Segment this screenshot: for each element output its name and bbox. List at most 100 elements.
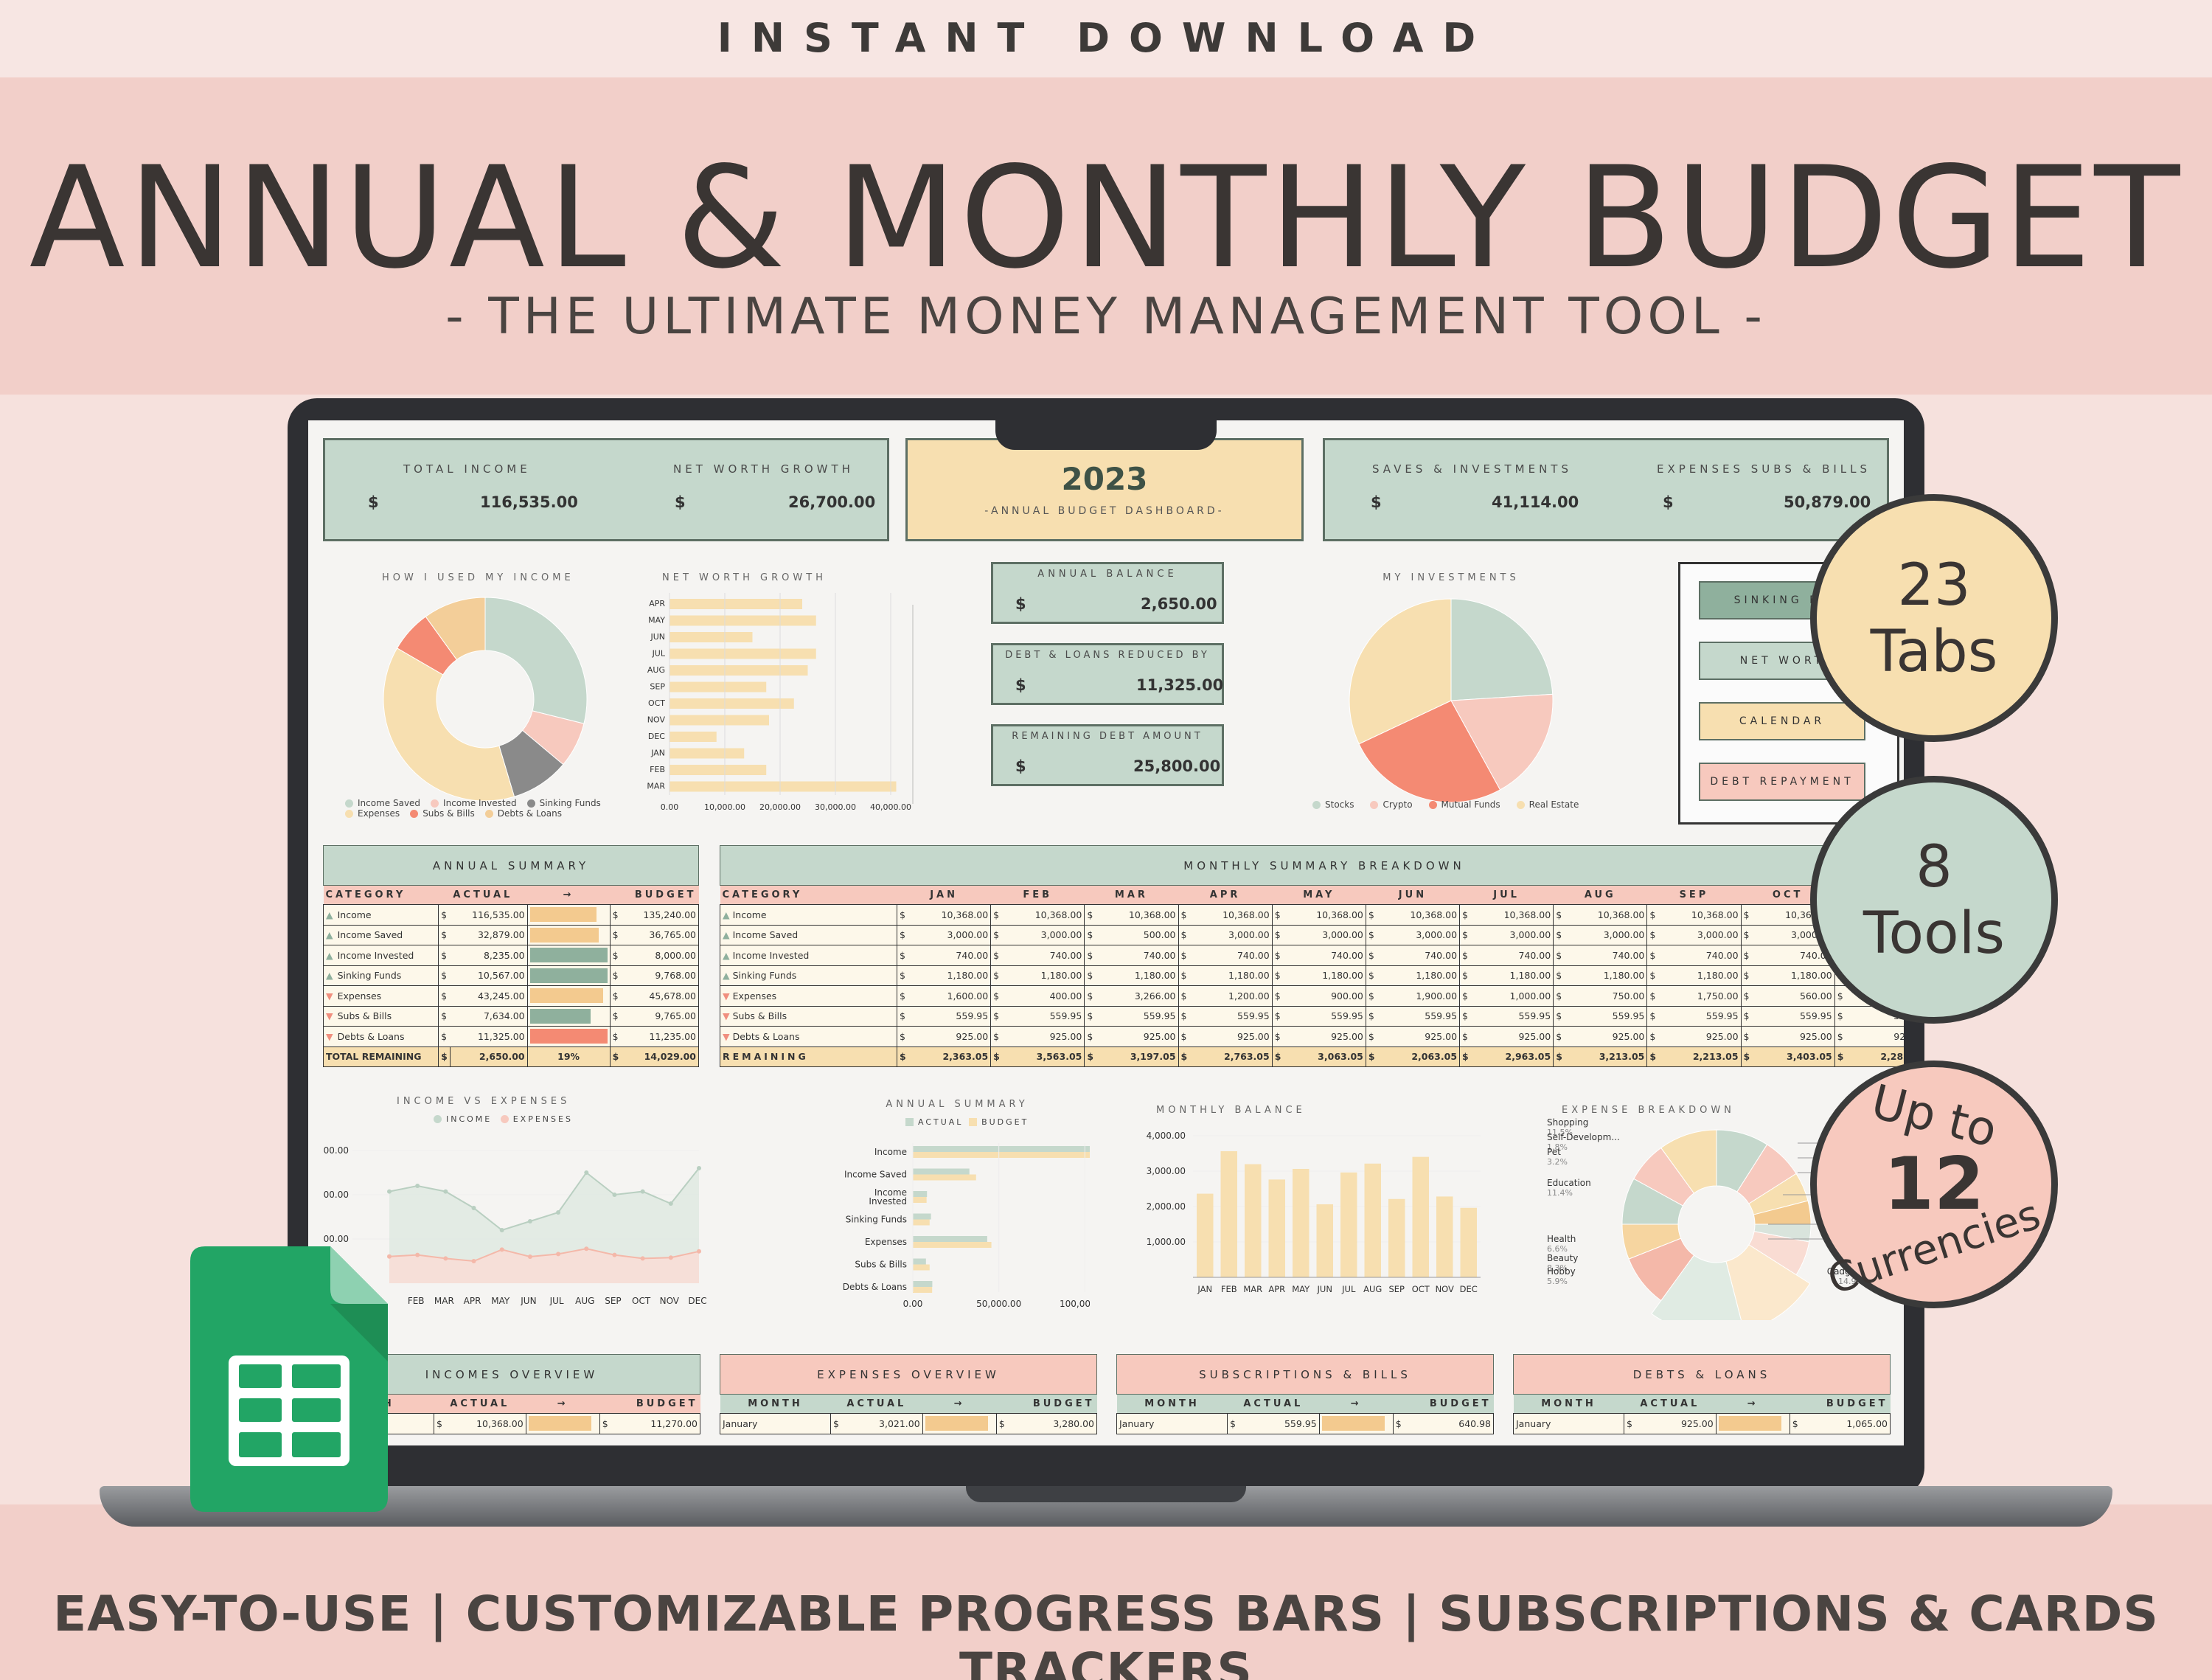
kpi-card-right: SAVES & INVESTMENTS $ 41,114.00 EXPENSES… — [1323, 438, 1889, 541]
month-value: 3,000.00 — [1001, 924, 1085, 945]
category-cell: Income Saved — [335, 924, 439, 945]
legend-label: Real Estate — [1528, 799, 1579, 810]
progress-bar-cell — [525, 1413, 600, 1434]
investment-slice-stocks — [1450, 598, 1554, 701]
category-cell: Expenses — [335, 985, 439, 1007]
debt-reduced-value: 11,325.00 — [1136, 676, 1224, 694]
trend-arrow: ▲ — [322, 904, 335, 926]
currency-cell: $ — [1178, 965, 1190, 986]
inc-vs-exp-title: INCOME VS EXPENSES — [397, 1096, 571, 1107]
currency-cell: $ — [990, 904, 1002, 926]
category-cell: ▲ Income Invested — [720, 945, 897, 966]
income-donut-chart — [383, 597, 588, 802]
month-value: 559.95 — [908, 1005, 992, 1027]
month-value: 1,180.00 — [1377, 965, 1461, 986]
nwg-tick-label: JUN — [650, 632, 665, 642]
currency-cell: $ — [438, 924, 451, 945]
x-tick: OCT — [1412, 1284, 1430, 1294]
annual-summary-table-title: ANNUAL SUMMARY — [323, 845, 699, 886]
x-tick: MAY — [1292, 1284, 1310, 1294]
trend-arrow: ▼ — [723, 990, 730, 1002]
currency-cell: $ — [1084, 945, 1096, 966]
category-cell: ▼ Debts & Loans — [720, 1026, 897, 1047]
trend-arrow: ▲ — [322, 945, 335, 966]
expense-slice — [1660, 1129, 1717, 1194]
expense-percent: 5.9% — [1547, 1277, 1568, 1286]
annual-row: ▲ Income $116,535.00 $135,240.00 — [322, 904, 700, 926]
nwg-tick-label: DEC — [648, 732, 665, 741]
nav-debt-repayment[interactable]: DEBT REPAYMENT — [1699, 763, 1865, 801]
monthly-summary-table-title: MONTHLY SUMMARY BREAKDOWN — [720, 845, 1904, 886]
currency-symbol: $ — [612, 909, 619, 920]
month-value: 1,900.00 — [1377, 985, 1461, 1007]
currency-symbol: $ — [1015, 676, 1026, 694]
trend-arrow: ▲ — [322, 924, 335, 945]
x-tick: JUL — [1341, 1284, 1356, 1294]
remaining-value: 2,213.05 — [1658, 1046, 1742, 1067]
currency-cell: $ — [1459, 965, 1471, 986]
line-expenses — [389, 1248, 700, 1263]
monthly-row: ▼ Expenses $1,600.00 $400.00 $3,266.00 $1,20… — [720, 985, 1904, 1007]
col-header: ACTUAL — [1624, 1394, 1717, 1414]
monthly-summary-table: MONTHLY SUMMARY BREAKDOWN CATEGORY JAN FEB… — [720, 845, 1904, 1067]
budget-bar — [913, 1287, 933, 1293]
currency-cell: $ — [1084, 985, 1096, 1007]
month-value: 559.95 — [1001, 1005, 1085, 1027]
nwg-tick-label: FEB — [650, 765, 665, 774]
legend-label: Expenses — [358, 808, 400, 819]
progress-bar-cell — [526, 904, 611, 926]
currency-symbol: $ — [612, 1010, 619, 1022]
trend-arrow: ▼ — [723, 1010, 730, 1022]
annual-row: ▲ Income Saved $32,879.00 $36,765.00 — [322, 924, 700, 945]
currency-cell: $ — [1271, 965, 1284, 986]
expense-breakdown-chart: Shopping11.5%Self-Developm...1.8%Pet3.2%… — [1547, 1117, 1879, 1320]
actual-cell: 925.00 — [1634, 1413, 1717, 1434]
currency-cell: $ — [1646, 1005, 1659, 1027]
legend-income: INCOME — [446, 1114, 493, 1124]
nav-calendar[interactable]: CALENDAR — [1699, 702, 1865, 740]
currency-cell: $ — [1553, 924, 1565, 945]
nwg-bar — [669, 715, 769, 726]
currency-symbol: $ — [612, 949, 619, 961]
currency-cell: $ — [990, 924, 1002, 945]
col-header: FEB — [990, 885, 1085, 905]
point-expenses — [697, 1249, 701, 1254]
nwg-bar — [669, 781, 897, 792]
overview-title: DEBTS & LOANS — [1513, 1354, 1891, 1395]
annual-balance-label: ANNUAL BALANCE — [1037, 569, 1178, 580]
budget-cell: $45,678.00 — [609, 985, 700, 1007]
month-value: 559.95 — [1377, 1005, 1461, 1027]
x-tick: DEC — [688, 1296, 706, 1305]
currency-cell: $ — [990, 985, 1002, 1007]
currency-cell: $ — [1459, 945, 1471, 966]
nwg-bar — [669, 732, 717, 742]
month-value: 559.95 — [1283, 1005, 1366, 1027]
currency-cell: $ — [896, 904, 908, 926]
nwg-tick-label: APR — [649, 599, 665, 608]
x-tick: 50,000.00 — [976, 1299, 1021, 1309]
x-tick: SEP — [1388, 1284, 1405, 1294]
currency-cell: $ — [896, 924, 908, 945]
expense-breakdown-title: EXPENSE BREAKDOWN — [1562, 1105, 1735, 1116]
legend-item: Income Invested — [431, 798, 517, 808]
progress-bar — [528, 1416, 592, 1431]
category-label: Subs & Bills — [855, 1260, 907, 1270]
budget-cell: $8,000.00 — [609, 945, 700, 966]
currency-cell: $ — [1459, 1046, 1471, 1067]
tabs-badge: 23 Tabs — [1810, 494, 2058, 742]
progress-bar-cell — [1715, 1413, 1790, 1434]
month-value: 3,000.00 — [1189, 924, 1273, 945]
balance-bar — [1316, 1204, 1333, 1277]
category-label: Invested — [869, 1196, 907, 1207]
currency-cell: $ — [1740, 1005, 1753, 1027]
currency-cell: $ — [896, 1046, 908, 1067]
x-tick: JAN — [1197, 1284, 1212, 1294]
x-tick: NOV — [1436, 1284, 1454, 1294]
expense-percent: 6.6% — [1547, 1244, 1568, 1254]
legend-label: Income Invested — [443, 798, 517, 808]
currency-symbol: $ — [998, 1417, 1005, 1429]
balance-bar — [1460, 1207, 1477, 1277]
x-tick: DEC — [1460, 1284, 1478, 1294]
month-value: 740.00 — [1377, 945, 1461, 966]
laptop-base-notch — [966, 1486, 1246, 1502]
